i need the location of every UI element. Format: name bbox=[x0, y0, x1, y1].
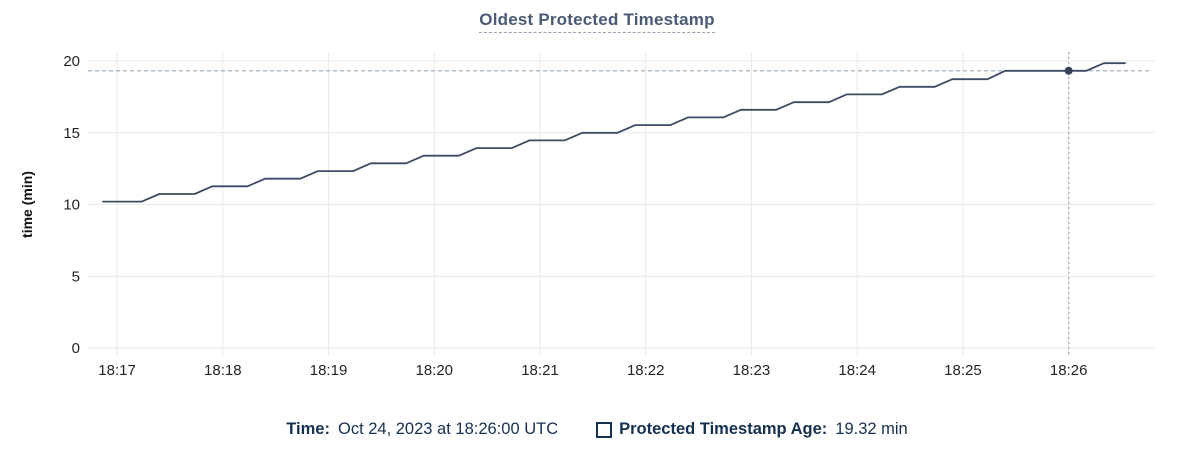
series-value: 19.32 min bbox=[835, 420, 908, 438]
y-tick-label: 0 bbox=[72, 340, 80, 357]
x-tick-label: 18:23 bbox=[733, 362, 771, 379]
x-tick-label: 18:24 bbox=[838, 362, 876, 379]
time-value: Oct 24, 2023 at 18:26:00 UTC bbox=[337, 420, 559, 438]
hover-point-dot bbox=[1064, 66, 1073, 75]
x-tick-label: 18:18 bbox=[204, 362, 242, 379]
x-tick-label: 18:21 bbox=[521, 362, 559, 379]
y-axis-title: time (min) bbox=[19, 171, 35, 238]
time-label: Time: bbox=[286, 420, 330, 438]
series-line bbox=[102, 62, 1126, 203]
chart-title-row: Oldest Protected Timestamp bbox=[0, 10, 1194, 33]
series-swatch-icon bbox=[596, 421, 613, 438]
chart-title[interactable]: Oldest Protected Timestamp bbox=[479, 10, 715, 33]
x-tick-label: 18:26 bbox=[1050, 362, 1088, 379]
x-tick-label: 18:22 bbox=[627, 362, 665, 379]
x-tick-label: 18:17 bbox=[98, 362, 136, 379]
y-tick-label: 20 bbox=[63, 53, 80, 70]
y-tick-label: 10 bbox=[63, 197, 80, 214]
x-tick-label: 18:19 bbox=[310, 362, 348, 379]
series-label: Protected Timestamp Age: bbox=[619, 420, 828, 438]
y-tick-label: 5 bbox=[72, 268, 80, 285]
x-tick-label: 18:25 bbox=[944, 362, 982, 379]
hover-tooltip-legend: Time: Oct 24, 2023 at 18:26:00 UTC Prote… bbox=[0, 420, 1194, 439]
chart-canvas[interactable]: 0 5 10 15 20 18:17 18:18 18:19 18:20 18:21 18:22 18… bbox=[0, 0, 1194, 402]
x-tick-label: 18:20 bbox=[415, 362, 453, 379]
y-tick-label: 15 bbox=[63, 125, 80, 142]
